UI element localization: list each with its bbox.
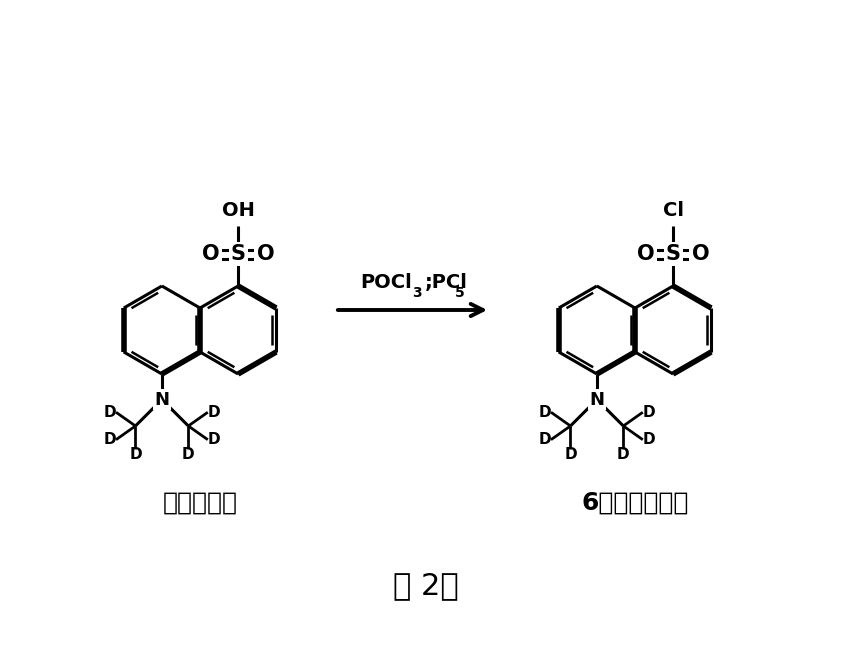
Text: D: D — [539, 405, 551, 420]
Text: D: D — [208, 432, 220, 447]
Text: OH: OH — [221, 201, 254, 220]
Text: D: D — [104, 405, 117, 420]
Text: S: S — [231, 244, 246, 265]
Text: O: O — [692, 244, 709, 265]
Text: O: O — [637, 244, 654, 265]
Text: O: O — [202, 244, 220, 265]
Text: POCl: POCl — [360, 273, 412, 292]
Text: Cl: Cl — [663, 201, 683, 220]
Text: ;PCl: ;PCl — [425, 273, 468, 292]
Text: 式 2。: 式 2。 — [392, 572, 459, 601]
Text: O: O — [256, 244, 274, 265]
Text: N: N — [154, 390, 169, 409]
Text: 氘代固体料: 氘代固体料 — [163, 491, 237, 515]
Text: S: S — [665, 244, 681, 265]
Text: D: D — [564, 447, 577, 463]
Text: D: D — [208, 405, 220, 420]
Text: D: D — [643, 405, 655, 420]
Text: D: D — [643, 432, 655, 447]
Text: D: D — [104, 432, 117, 447]
Text: D: D — [539, 432, 551, 447]
Text: D: D — [182, 447, 195, 463]
Text: N: N — [590, 390, 604, 409]
Text: 6氘代丹磺酰氯: 6氘代丹磺酰氯 — [581, 491, 688, 515]
Text: 5: 5 — [455, 286, 465, 300]
Text: D: D — [617, 447, 630, 463]
Text: 3: 3 — [412, 286, 421, 300]
Text: D: D — [129, 447, 142, 463]
